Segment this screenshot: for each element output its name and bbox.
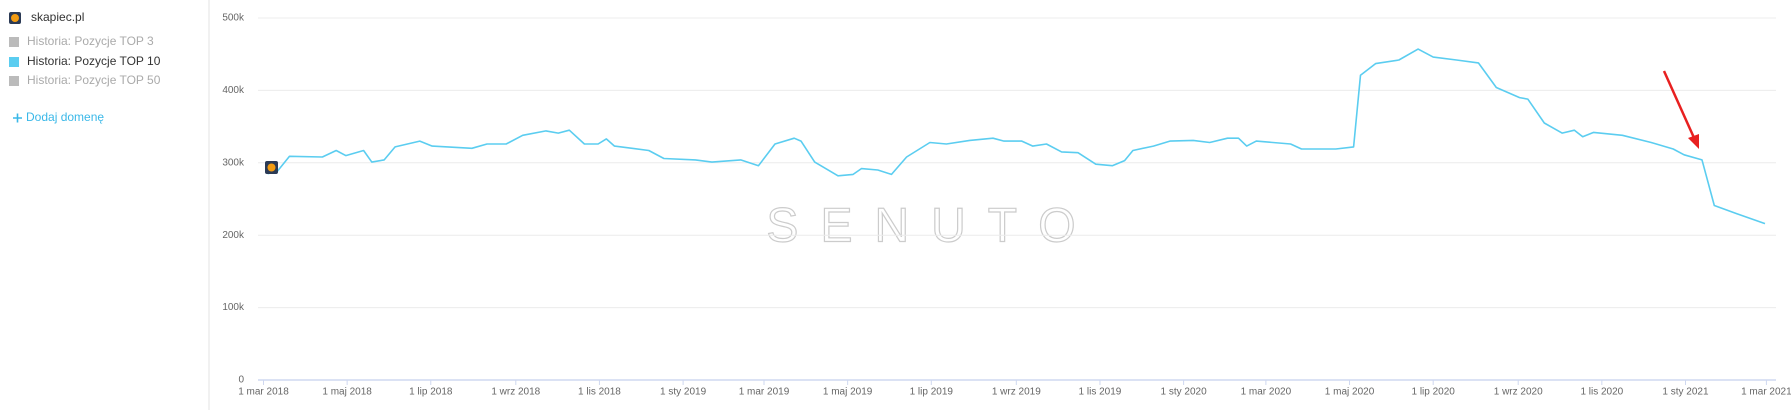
series-icon-dot (267, 163, 276, 172)
x-tick-label: 1 maj 2019 (823, 387, 873, 398)
y-tick-label: 300k (222, 157, 245, 168)
annotation-arrow (1662, 70, 1697, 141)
legend-item[interactable]: Historia: Pozycje TOP 3 (27, 34, 154, 48)
x-tick-label: 1 lis 2020 (1580, 387, 1623, 398)
add-icon[interactable] (13, 113, 22, 123)
legend-item[interactable]: Historia: Pozycje TOP 50 (27, 73, 161, 87)
y-tick-label: 400k (222, 85, 245, 96)
x-tick-label: 1 lis 2018 (578, 387, 621, 398)
x-tick-label: 1 mar 2021 (1741, 387, 1791, 398)
y-tick-label: 500k (222, 13, 245, 24)
x-tick-label: 1 maj 2018 (322, 387, 372, 398)
domain-icon-dot (11, 14, 19, 22)
x-tick-label: 1 wrz 2018 (491, 387, 540, 398)
x-tick-label: 1 lip 2019 (910, 387, 954, 398)
x-tick-label: 1 wrz 2020 (1494, 387, 1543, 398)
legend-swatch[interactable] (9, 57, 19, 67)
y-tick-label: 0 (238, 375, 244, 386)
plot: 0 100k 200k 300k 400k 500k 1 mar 2018 1 maj 201… (222, 13, 1791, 398)
x-tick-label: 1 sty 2021 (1662, 387, 1709, 398)
x-tick-label: 1 lis 2019 (1079, 387, 1122, 398)
annotation-arrowhead (1688, 134, 1699, 149)
y-tick-label: 100k (222, 302, 245, 313)
x-tick-label: 1 mar 2020 (1241, 387, 1292, 398)
y-tick-label: 200k (222, 230, 245, 241)
x-tick-label: 1 mar 2019 (739, 387, 790, 398)
x-tick-label: 1 sty 2020 (1161, 387, 1208, 398)
x-tick-label: 1 maj 2020 (1325, 387, 1375, 398)
x-tick-label: 1 sty 2019 (660, 387, 707, 398)
domain-name: skapiec.pl (31, 10, 84, 24)
legend-swatch[interactable] (9, 37, 19, 47)
x-tick-label: 1 wrz 2019 (992, 387, 1041, 398)
legend-item[interactable]: Historia: Pozycje TOP 10 (27, 54, 161, 68)
series-line (267, 48, 1766, 225)
x-tick-label: 1 mar 2018 (238, 387, 289, 398)
legend-swatch[interactable] (9, 76, 19, 86)
x-tick-label: 1 lip 2020 (1411, 387, 1455, 398)
watermark: SENUTO (766, 200, 1097, 253)
add-domain[interactable]: Dodaj domenę (26, 110, 104, 124)
x-tick-label: 1 lip 2018 (409, 387, 453, 398)
